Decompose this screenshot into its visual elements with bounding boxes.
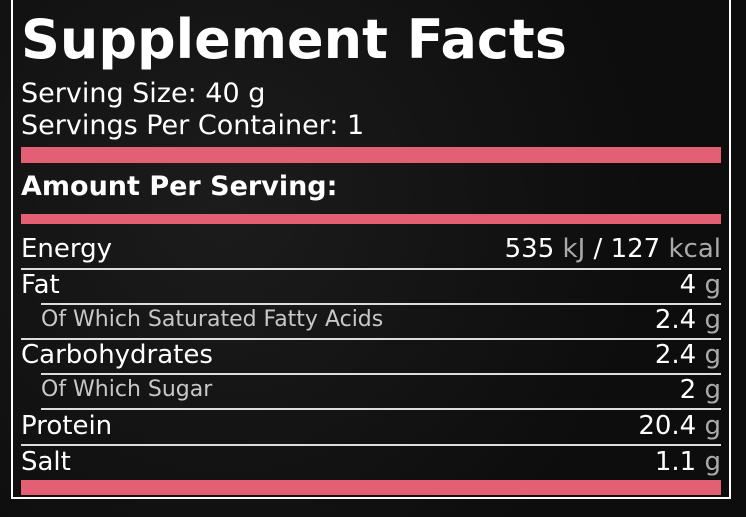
row-rule bbox=[21, 338, 721, 340]
nutrient-row-salt: Salt 1.1 g bbox=[21, 444, 721, 479]
serving-size-value: 40 g bbox=[205, 78, 266, 109]
row-rule bbox=[41, 373, 721, 375]
nutrient-value: 1.1 g bbox=[654, 446, 721, 477]
nutrient-value: 2.4 g bbox=[654, 304, 721, 335]
divider-bar bbox=[21, 214, 721, 224]
nutrient-label: Salt bbox=[21, 446, 71, 477]
nutrient-row-energy: Energy 535 kJ / 127 kcal bbox=[21, 231, 721, 266]
nutrient-label: Fat bbox=[21, 269, 60, 300]
nutrient-label: Energy bbox=[21, 233, 113, 264]
serving-size-label: Serving Size: bbox=[21, 78, 197, 109]
row-rule bbox=[41, 303, 721, 305]
nutrient-row-carbohydrates: Carbohydrates 2.4 g bbox=[21, 337, 721, 372]
amount-per-serving-heading: Amount Per Serving: bbox=[21, 171, 338, 202]
servings-per-container: Servings Per Container: 1 bbox=[21, 110, 364, 142]
row-rule bbox=[21, 444, 721, 446]
supplement-facts-panel: Supplement Facts Serving Size: 40 g Serv… bbox=[11, 0, 731, 499]
nutrient-value: 2 g bbox=[679, 374, 721, 405]
divider-bar bbox=[21, 480, 721, 495]
nutrient-value: 20.4 g bbox=[638, 410, 721, 441]
nutrient-label: Of Which Sugar bbox=[41, 377, 213, 402]
nutrient-value: 535 kJ / 127 kcal bbox=[504, 233, 721, 264]
nutrient-row-sugar: Of Which Sugar 2 g bbox=[21, 372, 721, 407]
row-rule bbox=[41, 408, 721, 410]
nutrient-row-saturated-fat: Of Which Saturated Fatty Acids 2.4 g bbox=[21, 302, 721, 337]
divider-bar bbox=[21, 147, 721, 163]
nutrient-label: Of Which Saturated Fatty Acids bbox=[41, 307, 384, 332]
nutrient-value: 4 g bbox=[679, 269, 721, 300]
nutrient-value: 2.4 g bbox=[654, 339, 721, 370]
nutrient-label: Protein bbox=[21, 410, 113, 441]
row-rule bbox=[21, 268, 721, 270]
nutrient-row-protein: Protein 20.4 g bbox=[21, 408, 721, 443]
servings-per-container-value: 1 bbox=[347, 110, 365, 141]
title: Supplement Facts bbox=[21, 8, 567, 71]
nutrient-label: Carbohydrates bbox=[21, 339, 213, 370]
servings-per-container-label: Servings Per Container: bbox=[21, 110, 339, 141]
serving-size: Serving Size: 40 g bbox=[21, 78, 265, 110]
nutrient-row-fat: Fat 4 g bbox=[21, 267, 721, 302]
